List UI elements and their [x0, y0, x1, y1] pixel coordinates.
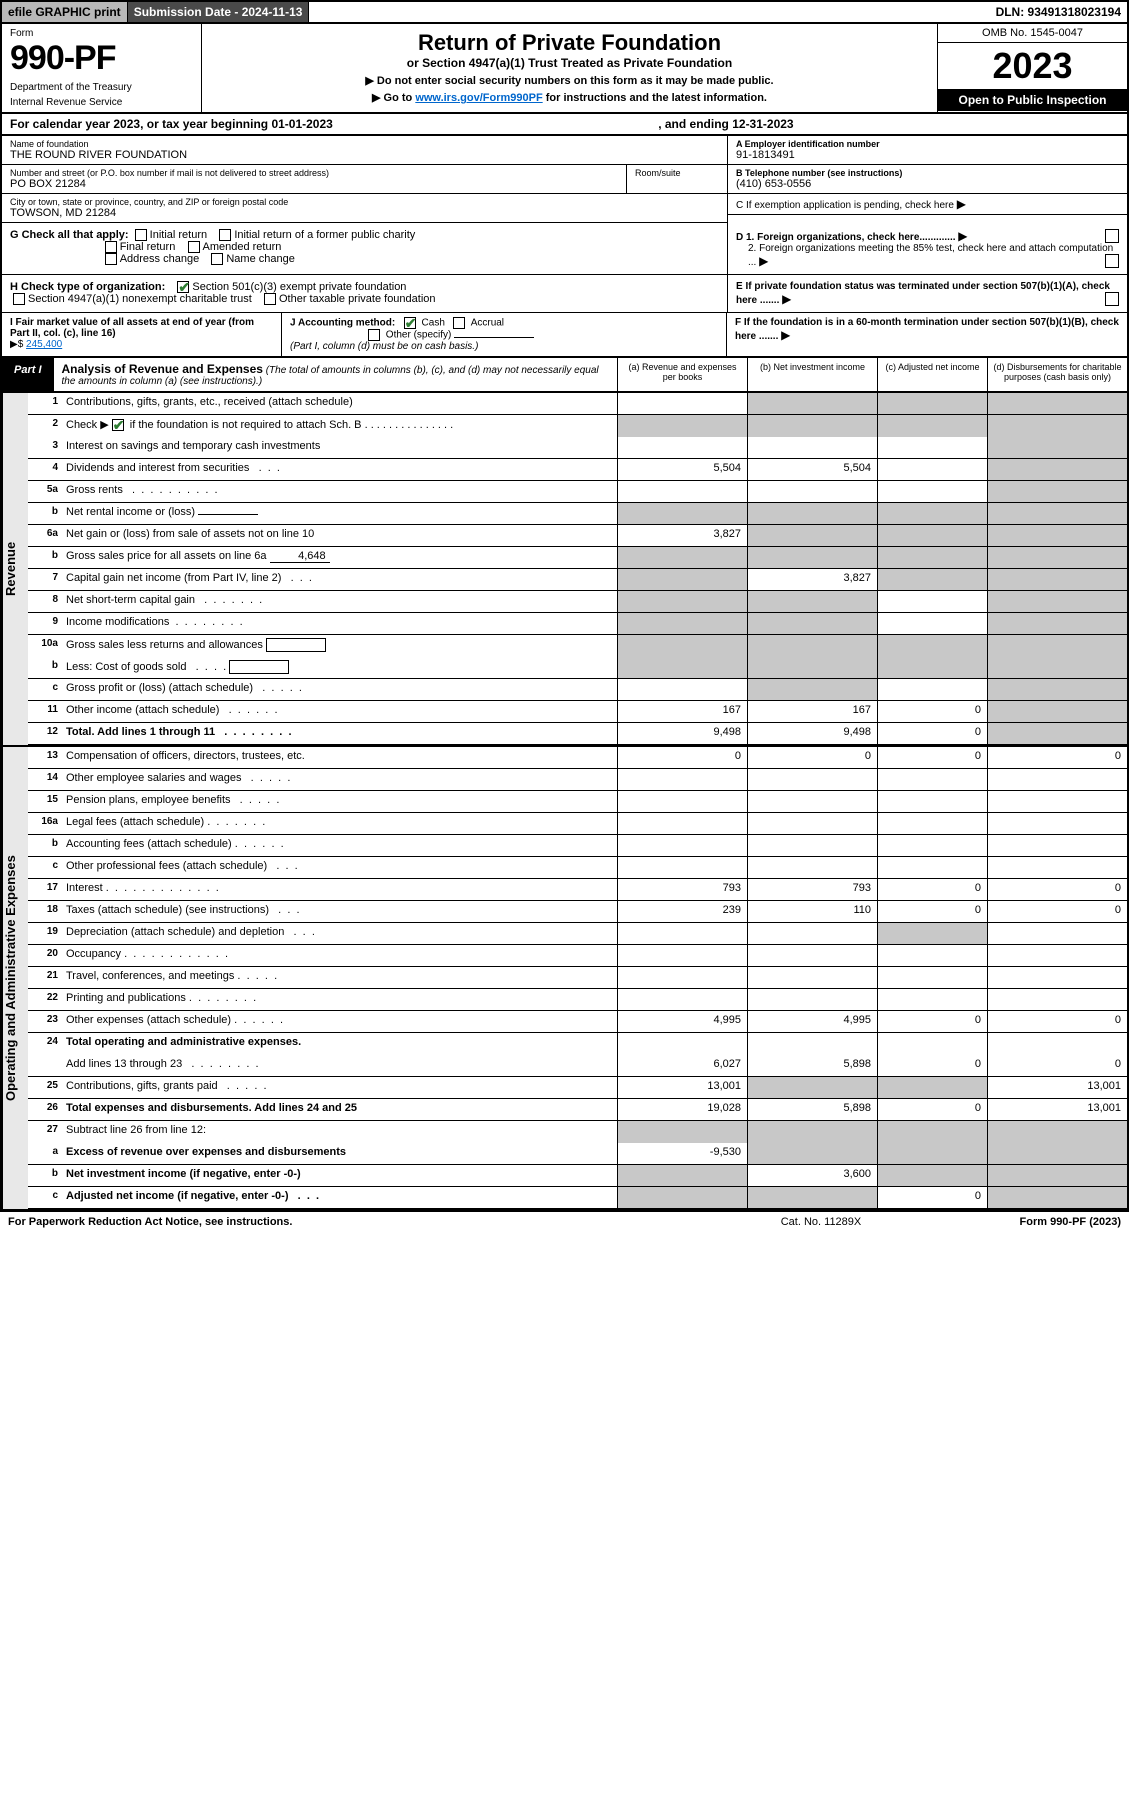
- expenses-section: Operating and Administrative Expenses 13…: [0, 747, 1129, 1211]
- checkbox-d1[interactable]: [1105, 229, 1119, 243]
- line-c: C If exemption application is pending, c…: [736, 200, 954, 211]
- j-note: (Part I, column (d) must be on cash basi…: [290, 341, 478, 352]
- name-label: Name of foundation: [10, 139, 719, 149]
- checkbox-accrual[interactable]: [453, 317, 465, 329]
- r11-b: 167: [747, 701, 877, 722]
- dept-treasury: Department of the Treasury: [10, 82, 193, 93]
- entity-info: Name of foundation THE ROUND RIVER FOUND…: [0, 136, 1129, 223]
- city-label: City or town, state or province, country…: [10, 197, 719, 207]
- checkbox-final-return[interactable]: [105, 241, 117, 253]
- revenue-tab: Revenue: [2, 393, 28, 745]
- ssn-warning: ▶ Do not enter social security numbers o…: [212, 74, 927, 87]
- checkbox-address-change[interactable]: [105, 253, 117, 265]
- open-to-public: Open to Public Inspection: [938, 89, 1127, 111]
- checkbox-other-method[interactable]: [368, 329, 380, 341]
- r12-b: 9,498: [747, 723, 877, 744]
- ein-label: A Employer identification number: [736, 139, 1119, 149]
- section-g: G Check all that apply: Initial return I…: [0, 223, 1129, 275]
- ein: 91-1813491: [736, 149, 1119, 161]
- expenses-tab: Operating and Administrative Expenses: [2, 747, 28, 1209]
- revenue-section: Revenue 1Contributions, gifts, grants, e…: [0, 393, 1129, 747]
- i-label: I Fair market value of all assets at end…: [10, 317, 254, 339]
- checkbox-4947[interactable]: [13, 293, 25, 305]
- h-label: H Check type of organization:: [10, 281, 165, 293]
- r7-b: 3,827: [747, 569, 877, 590]
- r4-b: 5,504: [747, 459, 877, 480]
- section-h: H Check type of organization: Section 50…: [0, 275, 1129, 313]
- submission-date: Submission Date - 2024-11-13: [128, 2, 310, 22]
- form-label: Form: [10, 28, 193, 39]
- col-c-header: (c) Adjusted net income: [877, 358, 987, 391]
- form-title: Return of Private Foundation: [212, 30, 927, 56]
- dln: DLN: 93491318023194: [990, 2, 1127, 22]
- r11-c: 0: [877, 701, 987, 722]
- checkbox-cash[interactable]: [404, 317, 416, 329]
- r6b-val: 4,648: [270, 550, 330, 563]
- phone: (410) 653-0556: [736, 178, 1119, 190]
- top-bar: efile GRAPHIC print Submission Date - 20…: [0, 0, 1129, 24]
- address-label: Number and street (or P.O. box number if…: [10, 168, 618, 178]
- r11-a: 167: [617, 701, 747, 722]
- checkbox-amended[interactable]: [188, 241, 200, 253]
- pra-notice: For Paperwork Reduction Act Notice, see …: [8, 1216, 721, 1228]
- line-d2: 2. Foreign organizations meeting the 85%…: [748, 243, 1113, 268]
- g-label: G Check all that apply:: [10, 229, 129, 241]
- r4-a: 5,504: [617, 459, 747, 480]
- line-e: E If private foundation status was termi…: [736, 281, 1110, 306]
- city-state-zip: TOWSON, MD 21284: [10, 207, 719, 219]
- checkbox-initial-former[interactable]: [219, 229, 231, 241]
- checkbox-501c3[interactable]: [177, 281, 189, 293]
- j-label: J Accounting method:: [290, 318, 395, 329]
- checkbox-other-taxable[interactable]: [264, 293, 276, 305]
- goto-note: ▶ Go to www.irs.gov/Form990PF for instru…: [212, 91, 927, 104]
- checkbox-initial-return[interactable]: [135, 229, 147, 241]
- part1-label: Part I: [2, 358, 54, 391]
- page-footer: For Paperwork Reduction Act Notice, see …: [0, 1211, 1129, 1232]
- r12-a: 9,498: [617, 723, 747, 744]
- line-f: F If the foundation is in a 60-month ter…: [735, 317, 1119, 342]
- calendar-year-line: For calendar year 2023, or tax year begi…: [0, 114, 1129, 136]
- tax-year: 2023: [938, 43, 1127, 89]
- form-number: 990-PF: [10, 39, 193, 78]
- form-footer: Form 990-PF (2023): [921, 1216, 1121, 1228]
- part1-header: Part I Analysis of Revenue and Expenses …: [0, 358, 1129, 393]
- col-b-header: (b) Net investment income: [747, 358, 877, 391]
- checkbox-e[interactable]: [1105, 292, 1119, 306]
- foundation-name: THE ROUND RIVER FOUNDATION: [10, 149, 719, 161]
- r6a-a: 3,827: [617, 525, 747, 546]
- checkbox-name-change[interactable]: [211, 253, 223, 265]
- checkbox-schb[interactable]: [112, 419, 124, 431]
- form-header: Form 990-PF Department of the Treasury I…: [0, 24, 1129, 114]
- efile-badge: efile GRAPHIC print: [2, 2, 128, 22]
- room-label: Room/suite: [635, 168, 719, 178]
- phone-label: B Telephone number (see instructions): [736, 168, 1119, 178]
- checkbox-d2[interactable]: [1105, 254, 1119, 268]
- form-subtitle: or Section 4947(a)(1) Trust Treated as P…: [212, 56, 927, 70]
- part1-title: Analysis of Revenue and Expenses: [62, 362, 263, 376]
- irs-link[interactable]: www.irs.gov/Form990PF: [415, 92, 542, 104]
- omb-number: OMB No. 1545-0047: [938, 24, 1127, 43]
- col-d-header: (d) Disbursements for charitable purpose…: [987, 358, 1127, 391]
- address: PO BOX 21284: [10, 178, 618, 190]
- section-ijf: I Fair market value of all assets at end…: [0, 313, 1129, 358]
- col-a-header: (a) Revenue and expenses per books: [617, 358, 747, 391]
- irs-label: Internal Revenue Service: [10, 97, 193, 108]
- r12-c: 0: [877, 723, 987, 744]
- cat-number: Cat. No. 11289X: [721, 1216, 921, 1228]
- line-d1: D 1. Foreign organizations, check here..…: [736, 232, 956, 243]
- fmv-value: 245,400: [26, 339, 62, 350]
